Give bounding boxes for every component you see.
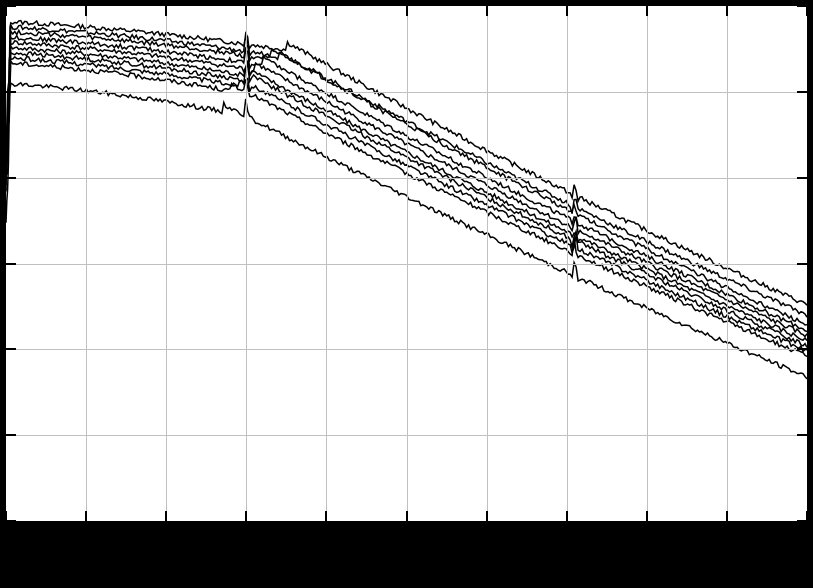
tick-right — [797, 177, 807, 179]
tick-bottom — [245, 511, 247, 521]
tick-top — [5, 6, 7, 16]
tick-right — [797, 263, 807, 265]
tick-right — [797, 520, 807, 522]
tick-right — [797, 91, 807, 93]
tick-left — [6, 91, 16, 93]
tick-left — [6, 520, 16, 522]
tick-bottom — [486, 511, 488, 521]
tick-top — [406, 6, 408, 16]
grid-line-horizontal — [6, 178, 807, 179]
tick-top — [806, 6, 808, 16]
tick-bottom — [85, 511, 87, 521]
tick-top — [165, 6, 167, 16]
tick-top — [85, 6, 87, 16]
tick-top — [646, 6, 648, 16]
tick-left — [6, 5, 16, 7]
tick-left — [6, 177, 16, 179]
grid-line-horizontal — [6, 349, 807, 350]
tick-bottom — [566, 511, 568, 521]
grid-line-horizontal — [6, 264, 807, 265]
grid-line-horizontal — [6, 92, 807, 93]
tick-bottom — [646, 511, 648, 521]
tick-left — [6, 348, 16, 350]
tick-top — [325, 6, 327, 16]
tick-right — [797, 348, 807, 350]
tick-bottom — [406, 511, 408, 521]
tick-top — [245, 6, 247, 16]
tick-left — [6, 263, 16, 265]
grid-line-horizontal — [6, 435, 807, 436]
tick-top — [566, 6, 568, 16]
tick-left — [6, 434, 16, 436]
tick-right — [797, 434, 807, 436]
tick-top — [486, 6, 488, 16]
tick-bottom — [726, 511, 728, 521]
chart-plot-area — [3, 3, 810, 524]
tick-bottom — [165, 511, 167, 521]
tick-top — [726, 6, 728, 16]
tick-right — [797, 5, 807, 7]
tick-bottom — [325, 511, 327, 521]
